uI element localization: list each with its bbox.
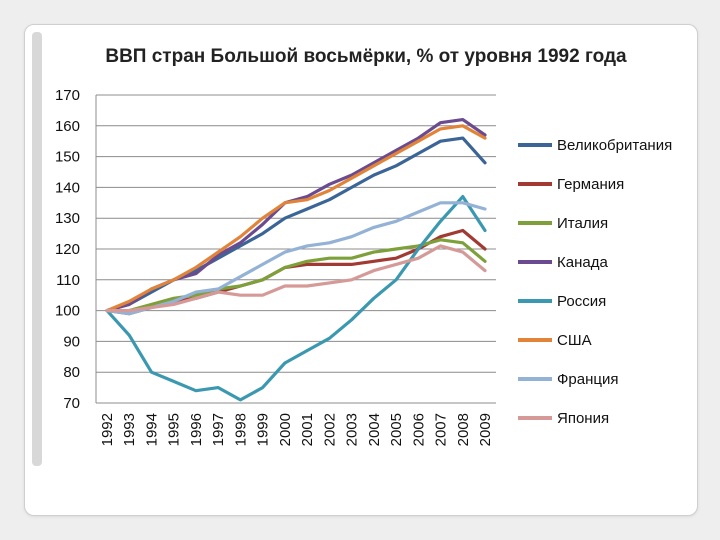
x-tick-label: 2008	[455, 413, 472, 446]
y-tick-label: 150	[55, 149, 80, 166]
y-tick-label: 70	[63, 395, 80, 412]
y-tick-label: 160	[55, 118, 80, 135]
x-tick-label: 1993	[121, 413, 138, 446]
y-tick-label: 110	[56, 272, 80, 289]
x-tick-label: 2006	[410, 413, 427, 446]
x-tick-label: 1997	[210, 413, 227, 446]
legend-label-4: Россия	[557, 293, 606, 310]
x-tick-label: 1998	[232, 413, 249, 446]
x-tick-label: 1994	[143, 413, 160, 446]
y-tick-label: 170	[55, 87, 80, 104]
y-tick-label: 130	[55, 210, 80, 227]
x-tick-label: 2003	[344, 413, 361, 446]
y-axis-ticks: 70 80 90 100 110 120 130 140 150 160 170	[55, 87, 80, 412]
series-line-6	[105, 201, 487, 316]
x-tick-label: 1996	[188, 413, 205, 446]
series-lines	[105, 117, 487, 402]
slide-frame	[24, 24, 698, 516]
legend-label-3: Канада	[557, 254, 608, 271]
x-tick-label: 2009	[477, 413, 494, 446]
x-tick-label: 2002	[321, 413, 338, 446]
series-line-4	[105, 195, 487, 402]
slide-side-bar	[32, 32, 42, 466]
legend: Великобритания Германия Италия Канада Россия…	[518, 137, 672, 427]
legend-label-2: Италия	[557, 215, 608, 232]
series-line-7	[105, 244, 487, 313]
x-tick-label: 2005	[388, 413, 405, 446]
legend-label-6: Франция	[557, 371, 618, 388]
series-line-5	[105, 124, 487, 313]
y-tick-label: 80	[63, 364, 80, 381]
x-axis-ticks: 1992 1993 1994 1995 1996 1997 1998 1999 2000 2001…	[99, 413, 494, 446]
x-tick-label: 1999	[255, 413, 272, 446]
y-tick-label: 100	[55, 303, 80, 320]
legend-label-1: Германия	[557, 176, 624, 193]
chart-title: ВВП стран Большой восьмёрки, % от уровня…	[105, 46, 627, 67]
x-tick-label: 1995	[166, 413, 183, 446]
y-tick-label: 140	[55, 179, 80, 196]
x-tick-label: 2001	[299, 413, 316, 446]
y-tick-label: 120	[55, 241, 80, 258]
y-tick-label: 90	[63, 333, 80, 350]
x-tick-label: 2007	[433, 413, 450, 446]
legend-label-0: Великобритания	[557, 137, 672, 154]
legend-label-7: Япония	[557, 410, 609, 427]
x-tick-label: 1992	[99, 413, 116, 446]
legend-label-5: США	[557, 332, 592, 349]
x-tick-label: 2004	[366, 413, 383, 446]
x-tick-label: 2000	[277, 413, 294, 446]
